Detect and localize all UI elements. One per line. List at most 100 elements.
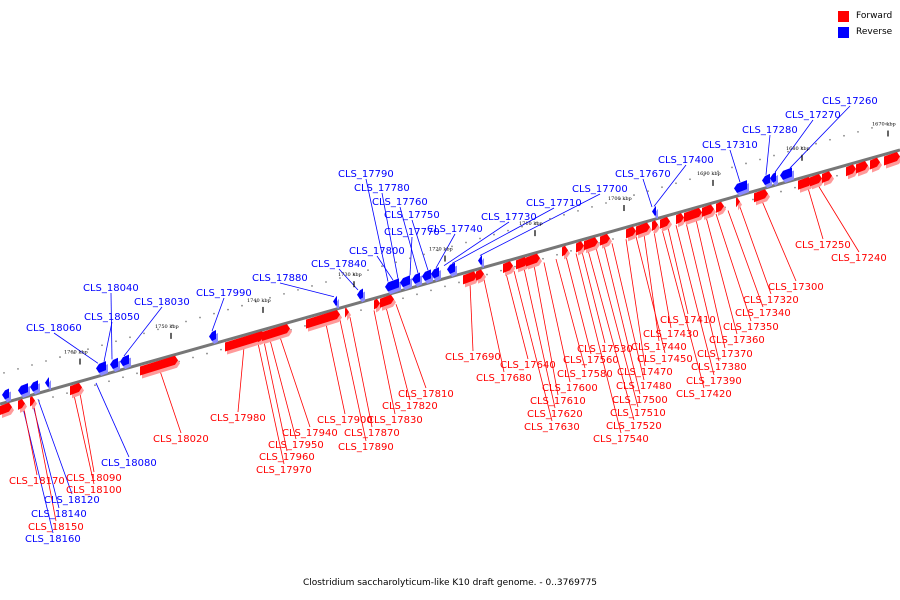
forward-gene-label[interactable]: CLS_17510 — [610, 408, 666, 419]
reverse-gene-arrow[interactable] — [412, 272, 420, 284]
reverse-gene-arrow[interactable] — [2, 388, 9, 400]
reverse-gene-arrow[interactable] — [400, 275, 410, 288]
forward-gene-arrow[interactable] — [380, 294, 394, 308]
forward-gene-label[interactable]: CLS_17470 — [617, 367, 673, 378]
forward-gene-label[interactable]: CLS_17690 — [445, 352, 501, 363]
reverse-gene-arrow[interactable] — [357, 288, 363, 300]
reverse-gene-label[interactable]: CLS_17990 — [196, 288, 252, 299]
reverse-gene-label[interactable]: CLS_17400 — [658, 155, 714, 166]
forward-gene-label[interactable]: CLS_17540 — [593, 434, 649, 445]
forward-gene-arrow[interactable] — [870, 157, 880, 170]
reverse-gene-arrow[interactable] — [120, 354, 129, 367]
forward-gene-label[interactable]: CLS_17640 — [500, 360, 556, 371]
reverse-gene-label[interactable]: CLS_17260 — [822, 96, 878, 107]
forward-gene-label[interactable]: CLS_17410 — [660, 315, 716, 326]
forward-gene-label[interactable]: CLS_17480 — [616, 381, 672, 392]
forward-gene-arrow[interactable] — [810, 174, 822, 187]
forward-gene-arrow[interactable] — [584, 237, 598, 251]
reverse-gene-arrow[interactable] — [780, 167, 792, 180]
reverse-gene-label[interactable]: CLS_17780 — [354, 183, 410, 194]
forward-gene-label[interactable]: CLS_17450 — [637, 354, 693, 365]
reverse-gene-arrow[interactable] — [652, 205, 656, 216]
forward-gene-arrow[interactable] — [345, 307, 349, 318]
forward-gene-label[interactable]: CLS_17820 — [382, 401, 438, 412]
forward-gene-label[interactable]: CLS_17440 — [631, 342, 687, 353]
forward-gene-arrow[interactable] — [0, 402, 12, 415]
forward-gene-label[interactable]: CLS_17950 — [268, 440, 324, 451]
reverse-gene-label[interactable]: CLS_17880 — [252, 273, 308, 284]
forward-gene-label[interactable]: CLS_17420 — [676, 389, 732, 400]
forward-gene-label[interactable]: CLS_17600 — [542, 383, 598, 394]
forward-gene-arrow[interactable] — [754, 189, 768, 203]
forward-gene-label[interactable]: CLS_17580 — [557, 369, 613, 380]
forward-gene-arrow[interactable] — [30, 396, 35, 407]
forward-gene-arrow[interactable] — [18, 398, 25, 410]
forward-gene-label[interactable]: CLS_17890 — [338, 442, 394, 453]
reverse-gene-label[interactable]: CLS_17700 — [572, 184, 628, 195]
reverse-gene-label[interactable]: CLS_18030 — [134, 297, 190, 308]
reverse-gene-arrow[interactable] — [45, 377, 49, 388]
forward-gene-arrow[interactable] — [652, 220, 658, 231]
forward-gene-arrow[interactable] — [526, 253, 540, 267]
forward-gene-arrow[interactable] — [856, 161, 868, 174]
reverse-gene-arrow[interactable] — [447, 262, 455, 274]
reverse-gene-label[interactable]: CLS_17670 — [615, 169, 671, 180]
forward-gene-label[interactable]: CLS_17680 — [476, 373, 532, 384]
reverse-gene-label[interactable]: CLS_18060 — [26, 323, 82, 334]
reverse-gene-label[interactable]: CLS_17750 — [384, 210, 440, 221]
reverse-gene-arrow[interactable] — [431, 267, 439, 279]
forward-gene-label[interactable]: CLS_18090 — [66, 473, 122, 484]
forward-gene-label[interactable]: CLS_17960 — [259, 452, 315, 463]
forward-gene-arrow[interactable] — [516, 256, 528, 270]
forward-gene-arrow[interactable] — [503, 261, 513, 274]
forward-gene-label[interactable]: CLS_17870 — [344, 428, 400, 439]
forward-gene-arrow[interactable] — [476, 269, 484, 281]
reverse-gene-arrow[interactable] — [770, 171, 776, 183]
reverse-gene-label[interactable]: CLS_17800 — [349, 246, 405, 257]
forward-gene-label[interactable]: CLS_17900 — [317, 415, 373, 426]
forward-gene-arrow[interactable] — [798, 176, 812, 190]
forward-gene-label[interactable]: CLS_17620 — [527, 409, 583, 420]
forward-gene-arrow[interactable] — [846, 164, 856, 177]
forward-gene-label[interactable]: CLS_17500 — [612, 395, 668, 406]
forward-gene-label[interactable]: CLS_17380 — [691, 362, 747, 373]
forward-gene-arrow[interactable] — [684, 207, 702, 222]
forward-gene-arrow[interactable] — [576, 241, 584, 253]
forward-gene-label[interactable]: CLS_17830 — [367, 415, 423, 426]
forward-gene-arrow[interactable] — [676, 212, 684, 225]
reverse-gene-label[interactable]: CLS_17840 — [311, 259, 367, 270]
forward-gene-arrow[interactable] — [262, 324, 290, 342]
reverse-gene-label[interactable]: CLS_17760 — [372, 197, 428, 208]
reverse-gene-label[interactable]: CLS_18080 — [101, 458, 157, 469]
reverse-gene-label[interactable]: CLS_17770 — [384, 227, 440, 238]
forward-gene-label[interactable]: CLS_17520 — [606, 421, 662, 432]
forward-gene-label[interactable]: CLS_17320 — [743, 295, 799, 306]
reverse-gene-arrow[interactable] — [18, 383, 28, 395]
reverse-gene-arrow[interactable] — [762, 173, 770, 185]
forward-gene-label[interactable]: CLS_17530 — [577, 344, 633, 355]
forward-gene-label[interactable]: CLS_17370 — [697, 349, 753, 360]
reverse-gene-label[interactable]: CLS_17790 — [338, 169, 394, 180]
forward-gene-label[interactable]: CLS_17630 — [524, 422, 580, 433]
forward-gene-arrow[interactable] — [140, 355, 178, 376]
reverse-gene-label[interactable]: CLS_18160 — [25, 534, 81, 545]
reverse-gene-label[interactable]: CLS_17270 — [785, 110, 841, 121]
forward-gene-label[interactable]: CLS_17240 — [831, 253, 887, 264]
forward-gene-arrow[interactable] — [562, 245, 568, 257]
reverse-gene-label[interactable]: CLS_18050 — [84, 312, 140, 323]
forward-gene-label[interactable]: CLS_17940 — [282, 428, 338, 439]
reverse-gene-arrow[interactable] — [734, 180, 747, 193]
forward-gene-arrow[interactable] — [736, 197, 740, 208]
forward-gene-label[interactable]: CLS_18170 — [9, 476, 65, 487]
reverse-gene-label[interactable]: CLS_17740 — [427, 224, 483, 235]
forward-gene-label[interactable]: CLS_17340 — [735, 308, 791, 319]
reverse-gene-arrow[interactable] — [333, 295, 337, 307]
forward-gene-label[interactable]: CLS_18150 — [28, 522, 84, 533]
forward-gene-arrow[interactable] — [306, 310, 340, 329]
reverse-gene-arrow[interactable] — [478, 254, 482, 266]
forward-gene-arrow[interactable] — [374, 298, 380, 310]
forward-gene-arrow[interactable] — [225, 331, 265, 352]
reverse-gene-label[interactable]: CLS_18040 — [83, 283, 139, 294]
forward-gene-arrow[interactable] — [70, 382, 82, 396]
reverse-gene-label[interactable]: CLS_18120 — [44, 495, 100, 506]
